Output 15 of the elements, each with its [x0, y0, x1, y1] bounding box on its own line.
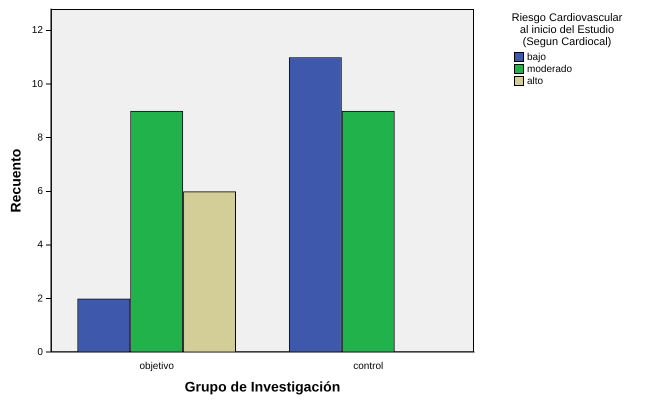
y-tick-label: 8 [37, 132, 44, 144]
x-axis-title: Grupo de Investigación [184, 378, 340, 394]
y-tick-label: 0 [37, 346, 44, 358]
legend-title: Riesgo Cardiovascular al inicio del Estudio (Segun Cardiocal) [510, 12, 624, 48]
legend-label: moderado [527, 64, 572, 74]
y-tick-label: 10 [32, 78, 44, 90]
y-tick-label: 2 [37, 293, 44, 304]
y-axis-title: Recuento [7, 148, 24, 212]
y-tick-label: 12 [32, 25, 44, 36]
y-tick-label: 6 [37, 186, 44, 198]
legend-label: alto [527, 76, 544, 86]
y-tick-label: 4 [37, 240, 44, 251]
x-tick-label: control [353, 360, 384, 372]
legend-label: bajo [527, 52, 546, 62]
x-tick-label: objetivo [139, 360, 174, 372]
